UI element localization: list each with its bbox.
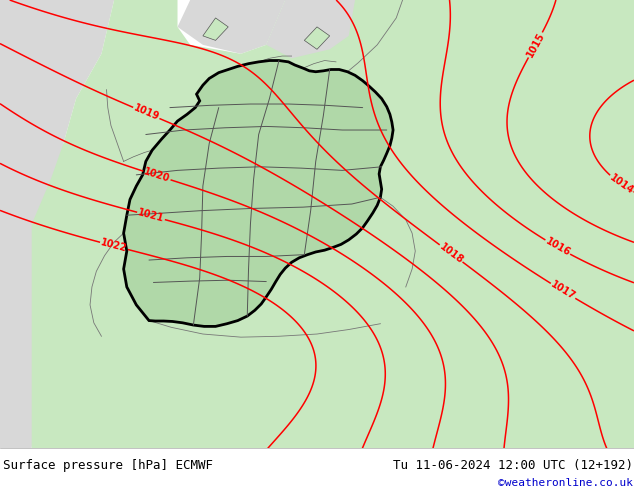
Text: 1015: 1015: [524, 31, 547, 59]
Text: Tu 11-06-2024 12:00 UTC (12+192): Tu 11-06-2024 12:00 UTC (12+192): [392, 459, 633, 472]
Text: 1017: 1017: [549, 280, 577, 302]
Polygon shape: [266, 0, 355, 58]
Text: ©weatheronline.co.uk: ©weatheronline.co.uk: [498, 478, 633, 488]
Text: 1014: 1014: [607, 172, 634, 196]
Polygon shape: [178, 0, 285, 54]
Polygon shape: [304, 27, 330, 49]
Text: 1018: 1018: [437, 241, 465, 266]
Text: 1021: 1021: [137, 208, 165, 224]
Text: 1019: 1019: [132, 103, 160, 123]
Text: 1020: 1020: [143, 167, 171, 184]
Polygon shape: [203, 18, 228, 40]
Polygon shape: [124, 61, 393, 326]
Text: 1022: 1022: [100, 238, 128, 254]
Text: Surface pressure [hPa] ECMWF: Surface pressure [hPa] ECMWF: [3, 459, 213, 472]
Text: 1016: 1016: [543, 236, 572, 258]
Polygon shape: [0, 0, 114, 448]
Polygon shape: [32, 0, 634, 448]
